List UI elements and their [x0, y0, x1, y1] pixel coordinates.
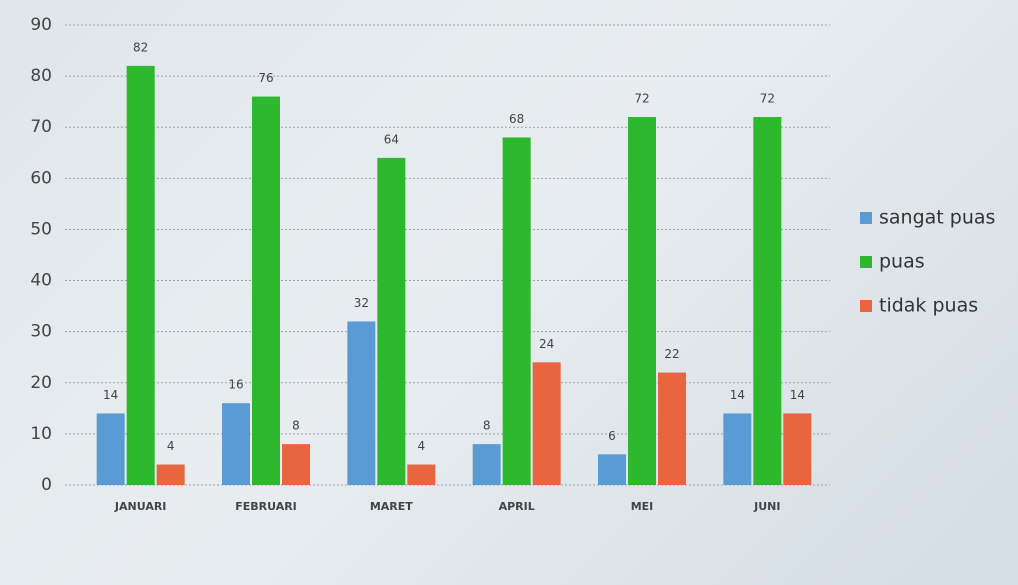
data-label: 6	[608, 429, 616, 443]
bar	[407, 465, 435, 485]
data-label: 14	[790, 388, 805, 402]
y-tick-label: 80	[30, 66, 52, 86]
bar	[222, 403, 250, 485]
data-label: 82	[133, 40, 148, 54]
x-tick-label: APRIL	[499, 500, 535, 513]
bar	[473, 444, 501, 485]
data-label: 8	[483, 419, 491, 433]
bar	[347, 321, 375, 485]
y-tick-label: 70	[30, 117, 52, 137]
data-label: 72	[760, 92, 775, 106]
y-tick-label: 60	[30, 168, 52, 188]
bar	[628, 117, 656, 485]
bar	[723, 413, 751, 485]
data-label: 72	[634, 92, 649, 106]
bar	[97, 413, 125, 485]
bar	[377, 158, 405, 485]
bar	[157, 465, 185, 485]
data-label: 16	[228, 378, 243, 392]
bar	[127, 66, 155, 485]
legend-label: tidak puas	[879, 295, 978, 317]
y-tick-label: 40	[30, 271, 52, 291]
legend-label: puas	[879, 251, 925, 273]
bar	[658, 373, 686, 485]
y-tick-label: 0	[41, 475, 52, 495]
data-label: 24	[539, 337, 554, 351]
bar	[533, 362, 561, 485]
data-label: 64	[384, 132, 399, 146]
y-tick-label: 50	[30, 219, 52, 239]
bar	[503, 137, 531, 485]
data-label: 76	[258, 71, 273, 85]
bar	[783, 413, 811, 485]
data-label: 68	[509, 112, 524, 126]
data-label: 22	[664, 347, 679, 361]
chart: 0102030405060708090JANUARI14824FEBRUARI1…	[0, 0, 1018, 585]
legend-swatch	[860, 300, 872, 312]
data-label: 4	[167, 439, 175, 453]
x-tick-label: JUNI	[753, 500, 780, 513]
x-tick-label: MEI	[631, 500, 654, 513]
data-label: 4	[418, 439, 426, 453]
bar	[252, 97, 280, 485]
y-tick-label: 90	[30, 15, 52, 35]
legend-swatch	[860, 256, 872, 268]
bar	[282, 444, 310, 485]
data-label: 32	[354, 296, 369, 310]
x-tick-label: MARET	[370, 500, 413, 513]
y-tick-label: 30	[30, 322, 52, 342]
bar	[753, 117, 781, 485]
y-tick-label: 20	[30, 373, 52, 393]
x-tick-label: JANUARI	[114, 500, 166, 513]
data-label: 14	[730, 388, 745, 402]
data-label: 14	[103, 388, 118, 402]
legend-label: sangat puas	[879, 207, 995, 229]
bar	[598, 454, 626, 485]
x-tick-label: FEBRUARI	[235, 500, 297, 513]
legend-swatch	[860, 212, 872, 224]
data-label: 8	[292, 419, 300, 433]
y-tick-label: 10	[30, 424, 52, 444]
